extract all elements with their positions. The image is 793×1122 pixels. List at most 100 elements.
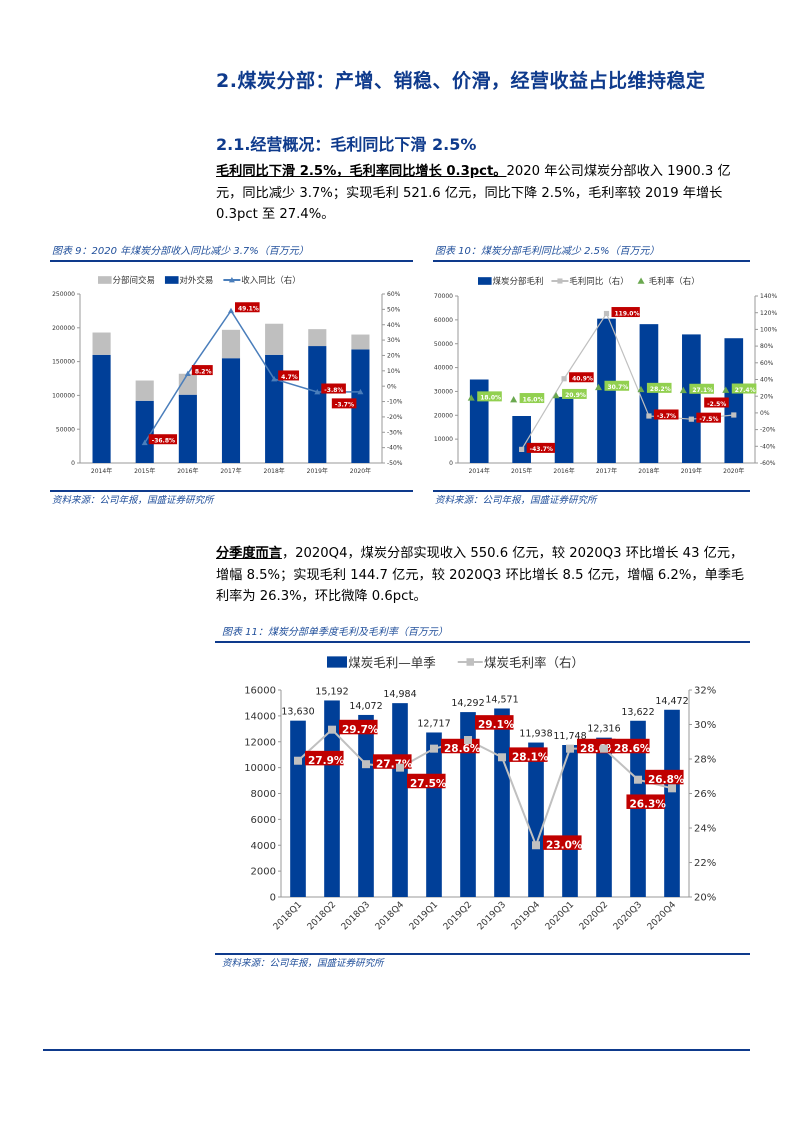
legend-label: 煤炭分部毛利 bbox=[492, 276, 543, 287]
y-tick-label: 16000 bbox=[244, 686, 276, 697]
legend-label: 煤炭毛利率（右） bbox=[484, 655, 584, 670]
y2-tick-label: -50% bbox=[387, 460, 403, 467]
line-value-label: 4.7% bbox=[281, 374, 298, 381]
line-value-label: 29.7% bbox=[342, 724, 379, 736]
x-tick-label: 2020年 bbox=[350, 467, 371, 475]
margin-value-label-bg bbox=[604, 380, 630, 391]
y-tick-label: 250000 bbox=[52, 291, 75, 298]
chart10-title: 图表 10：煤炭分部毛利同比减少 2.5%（百万元） bbox=[435, 246, 660, 257]
line-value-label: 27.7% bbox=[376, 758, 413, 770]
bar-intersegment bbox=[92, 332, 111, 355]
line-value-label: -3.7% bbox=[335, 402, 354, 409]
line-value-label: 29.1% bbox=[478, 719, 515, 731]
legend-marker bbox=[637, 277, 645, 284]
chart10-top-rule bbox=[433, 260, 750, 262]
bar-intersegment bbox=[221, 329, 241, 359]
bar bbox=[562, 745, 578, 897]
chart10: 0 10000 20000 30000 40000 50000 60000 70000 -60%… bbox=[434, 276, 778, 475]
y2-tick-label: 0% bbox=[387, 383, 397, 390]
y2-tick-label: 20% bbox=[387, 353, 401, 360]
line-value-label-bg bbox=[526, 442, 555, 453]
margin-value-label: 30.7% bbox=[608, 384, 629, 391]
x-tick-label: 2017年 bbox=[220, 467, 241, 475]
y-tick-label: 60000 bbox=[434, 317, 453, 324]
y2-tick-label: -20% bbox=[387, 414, 403, 421]
bar bbox=[392, 703, 408, 897]
line-point bbox=[634, 775, 642, 784]
line-value-label: 28.6% bbox=[614, 743, 651, 755]
line-value-label: 8.2% bbox=[195, 368, 212, 375]
y-tick-label: 200000 bbox=[52, 325, 75, 332]
legend-swatch bbox=[327, 656, 347, 668]
bar bbox=[460, 712, 476, 897]
y2-tick-label: 20% bbox=[694, 893, 716, 904]
line-value-label: 26.3% bbox=[629, 798, 666, 810]
y2-tick-label: -20% bbox=[760, 427, 776, 434]
y-tick-label: 70000 bbox=[434, 293, 453, 300]
y2-tick-label: 50% bbox=[387, 306, 401, 313]
x-tick-label: 2015年 bbox=[134, 467, 155, 475]
line-point bbox=[362, 760, 370, 769]
line-value-label-bg bbox=[407, 773, 446, 789]
bar-external bbox=[135, 400, 154, 463]
bar-intersegment bbox=[135, 380, 154, 401]
line-point bbox=[271, 375, 278, 382]
legend-label: 煤炭毛利—单季 bbox=[348, 655, 436, 670]
y2-tick-label: -40% bbox=[760, 443, 776, 450]
y-tick-label: 150000 bbox=[52, 359, 75, 366]
bar bbox=[664, 709, 680, 897]
margin-value-label-bg bbox=[731, 383, 757, 394]
x-tick-label: 2015年 bbox=[511, 467, 532, 475]
bar bbox=[358, 714, 374, 897]
y-tick-label: 8000 bbox=[251, 789, 276, 800]
y2-tick-label: 24% bbox=[694, 824, 716, 835]
line-value-label-bg bbox=[704, 397, 729, 408]
line-value-label-bg bbox=[475, 715, 514, 730]
y-tick-label: 30000 bbox=[434, 389, 453, 396]
legend-label: 收入同比（右） bbox=[241, 275, 301, 286]
line-point bbox=[430, 744, 438, 753]
line-value-label: 28.6% bbox=[444, 743, 481, 755]
y-tick-label: 40000 bbox=[434, 365, 453, 372]
paragraph-body: ，2020Q4，煤炭分部实现收入 550.6 亿元，较 2020Q3 环比增长 … bbox=[216, 546, 745, 604]
bar-value-label: 14,984 bbox=[383, 689, 416, 700]
chart11-top-rule bbox=[215, 641, 750, 643]
paragraph-quarterly: 分季度而言，2020Q4，煤炭分部实现收入 550.6 亿元，较 2020Q3 … bbox=[216, 543, 756, 608]
paragraph-annual: 毛利同比下滑 2.5%，毛利率同比增长 0.3pct。2020 年公司煤炭分部收… bbox=[216, 161, 756, 226]
subsection-heading: 2.1.经营概况：毛利同比下滑 2.5% bbox=[216, 135, 477, 154]
y-tick-label: 2000 bbox=[251, 867, 276, 878]
chart9: 0 50000 100000 150000 200000 250000 -50% -40% -3… bbox=[52, 275, 403, 475]
margin-point bbox=[637, 385, 645, 393]
line-value-label-bg bbox=[645, 769, 684, 785]
legend-swatch bbox=[478, 277, 492, 285]
y-tick-label: 0 bbox=[71, 460, 75, 467]
paragraph-lead: 分季度而言 bbox=[216, 546, 282, 561]
line-value-label: -2.5% bbox=[707, 401, 726, 408]
legend-swatch bbox=[164, 276, 179, 284]
x-tick-label: 2016年 bbox=[177, 467, 198, 475]
y2-tick-label: 0% bbox=[760, 410, 770, 417]
y-tick-label: 50000 bbox=[56, 426, 75, 433]
bar-value-label: 12,316 bbox=[587, 724, 620, 735]
y2-tick-label: -40% bbox=[387, 445, 403, 452]
legend-marker bbox=[557, 278, 563, 284]
x-tick-label: 2019Q3 bbox=[476, 900, 508, 932]
legend-label: 毛利同比（右） bbox=[569, 276, 629, 287]
y-tick-label: 20000 bbox=[434, 412, 453, 419]
margin-value-label-bg bbox=[477, 391, 502, 402]
y2-tick-label: -10% bbox=[387, 399, 403, 406]
line-point bbox=[566, 744, 574, 753]
line-point bbox=[688, 416, 694, 422]
chart9-source: 资料来源：公司年报，国盛证券研究所 bbox=[52, 495, 214, 506]
margin-value-label: 16.0% bbox=[523, 396, 544, 403]
bar bbox=[597, 318, 616, 463]
x-tick-label: 2016年 bbox=[553, 467, 574, 475]
chart10-bottom-rule bbox=[433, 490, 750, 492]
line-value-label-bg bbox=[321, 383, 346, 394]
chart9-top-rule bbox=[50, 260, 413, 262]
y2-tick-label: 26% bbox=[694, 789, 716, 800]
line-point bbox=[294, 756, 302, 765]
line-point bbox=[184, 370, 191, 376]
bar bbox=[426, 732, 442, 897]
line-point bbox=[314, 389, 321, 395]
